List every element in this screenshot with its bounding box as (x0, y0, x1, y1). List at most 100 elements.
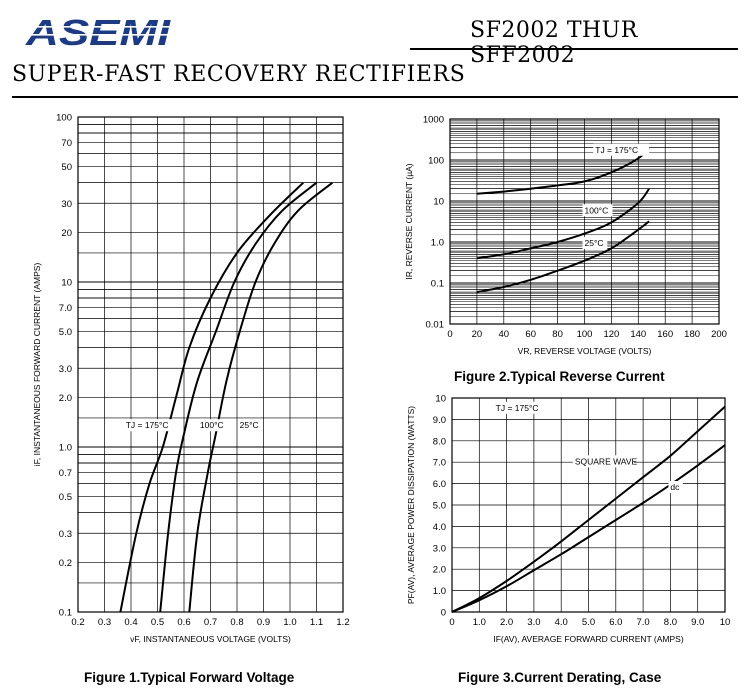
series-line-2 (451, 444, 726, 613)
x-axis-label: vF, INSTANTANEOUS VOLTAGE (VOLTS) (130, 634, 291, 644)
svg-text:ASEMI: ASEMI (25, 14, 172, 50)
annotation-label: 25°C (585, 238, 604, 248)
x-tick-label: 0.5 (151, 617, 164, 628)
page-subtitle: SUPER-FAST RECOVERY RECTIFIERS (12, 62, 466, 87)
y-tick-label: 7.0 (433, 458, 446, 469)
y-tick-label: 9.0 (433, 415, 446, 426)
x-tick-label: 4.0 (555, 617, 568, 628)
y-tick-label: 0.2 (59, 558, 72, 569)
y-tick-label: 20 (61, 228, 72, 239)
figure-2-caption: Figure 2.Typical Reverse Current (454, 369, 665, 384)
x-tick-label: 9.0 (691, 617, 704, 628)
x-tick-label: 0.8 (230, 617, 243, 628)
x-tick-label: 6.0 (609, 617, 622, 628)
y-tick-label: 5.0 (433, 501, 446, 512)
chart-3-group (451, 397, 726, 613)
y-tick-label: 6.0 (433, 479, 446, 490)
annotation-bg (493, 401, 550, 414)
x-tick-label: 20 (472, 329, 483, 340)
y-tick-label: 10 (61, 278, 72, 289)
x-tick-label: 1.0 (473, 617, 486, 628)
y-tick-label: 70 (61, 138, 72, 149)
series-line-2 (159, 181, 318, 613)
y-tick-label: 8.0 (433, 436, 446, 447)
header-rule (410, 48, 738, 50)
figure-3-caption: Figure 3.Current Derating, Case (458, 670, 662, 685)
y-tick-label: 1.0 (431, 238, 444, 249)
chart-2-group (449, 118, 720, 325)
y-tick-label: 4.0 (433, 522, 446, 533)
annotation-bg (582, 236, 608, 249)
series-line-1 (119, 181, 304, 613)
plot-frame (451, 397, 726, 613)
x-tick-label: 40 (499, 329, 510, 340)
annotation-bg (197, 419, 228, 432)
y-tick-label: 50 (61, 162, 72, 173)
x-tick-label: 2.0 (500, 617, 513, 628)
x-tick-label: 10 (720, 617, 731, 628)
x-tick-label: 160 (657, 329, 673, 340)
annotation-label: 100°C (585, 205, 609, 215)
x-tick-label: 140 (630, 329, 646, 340)
y-tick-label: 0.7 (59, 468, 72, 479)
x-tick-label: 180 (684, 329, 700, 340)
annotation-bg (593, 143, 650, 156)
annotation-label: 100°C (200, 420, 224, 430)
y-tick-label: 30 (61, 199, 72, 210)
x-tick-label: 1.1 (310, 617, 323, 628)
plot-frame (449, 118, 720, 325)
y-tick-label: 3.0 (433, 543, 446, 554)
x-tick-label: 0.3 (98, 617, 111, 628)
annotation-label: dc (670, 482, 680, 492)
annotation-bg (123, 419, 180, 432)
series-line-1 (476, 146, 650, 195)
annotation-label: TJ = 175°C (126, 420, 169, 430)
part-range-title: SF2002 THUR SFF2002 (470, 18, 638, 68)
x-tick-label: 5.0 (582, 617, 595, 628)
y-tick-label: 100 (56, 113, 72, 124)
x-axis-label: IF(AV), AVERAGE FORWARD CURRENT (AMPS) (493, 634, 683, 644)
x-tick-label: 80 (552, 329, 563, 340)
y-tick-label: 100 (428, 156, 444, 167)
y-tick-label: 0.5 (59, 492, 72, 503)
x-tick-label: 120 (603, 329, 619, 340)
y-tick-label: 0 (441, 608, 446, 619)
figure-1-caption: Figure 1.Typical Forward Voltage (84, 670, 295, 685)
y-axis-label: PF(AV), AVERAGE POWER DISSIPATION (WATTS… (406, 406, 416, 604)
x-tick-label: 0.7 (204, 617, 217, 628)
x-tick-label: 3.0 (527, 617, 540, 628)
x-tick-label: 0 (447, 329, 452, 340)
annotation-label: TJ = 175°C (595, 145, 638, 155)
subtitle-rule (12, 96, 738, 98)
x-tick-label: 60 (525, 329, 536, 340)
asemi-logo: ASEMI (24, 14, 174, 50)
y-tick-label: 10 (435, 394, 446, 405)
y-tick-label: 1.0 (433, 586, 446, 597)
annotation-bg (582, 204, 613, 217)
y-tick-label: 1.0 (59, 443, 72, 454)
x-tick-label: 0.9 (257, 617, 270, 628)
y-tick-label: 0.1 (431, 279, 444, 290)
chart-1-group (77, 116, 344, 613)
x-axis-label: VR, REVERSE VOLTAGE (VOLTS) (518, 346, 652, 356)
x-tick-label: 0.2 (71, 617, 84, 628)
x-tick-label: 0.6 (177, 617, 190, 628)
y-tick-label: 2.0 (433, 565, 446, 576)
annotation-label: SQUARE WAVE (575, 456, 638, 466)
x-tick-label: 1.2 (336, 617, 349, 628)
series-line-3 (188, 181, 334, 613)
annotation-label: 25°C (240, 420, 259, 430)
y-tick-label: 10 (433, 197, 444, 208)
y-tick-label: 3.0 (59, 364, 72, 375)
x-tick-label: 7.0 (636, 617, 649, 628)
series-line-1 (451, 405, 726, 613)
x-tick-label: 0.4 (124, 617, 137, 628)
y-tick-label: 0.01 (426, 320, 445, 331)
annotation-bg (237, 419, 263, 432)
y-tick-label: 2.0 (59, 393, 72, 404)
y-tick-label: 1000 (423, 115, 444, 126)
x-tick-label: 0 (449, 617, 454, 628)
plot-frame (77, 116, 344, 613)
y-axis-label: IR, REVERSE CURRENT (µA) (404, 163, 414, 279)
